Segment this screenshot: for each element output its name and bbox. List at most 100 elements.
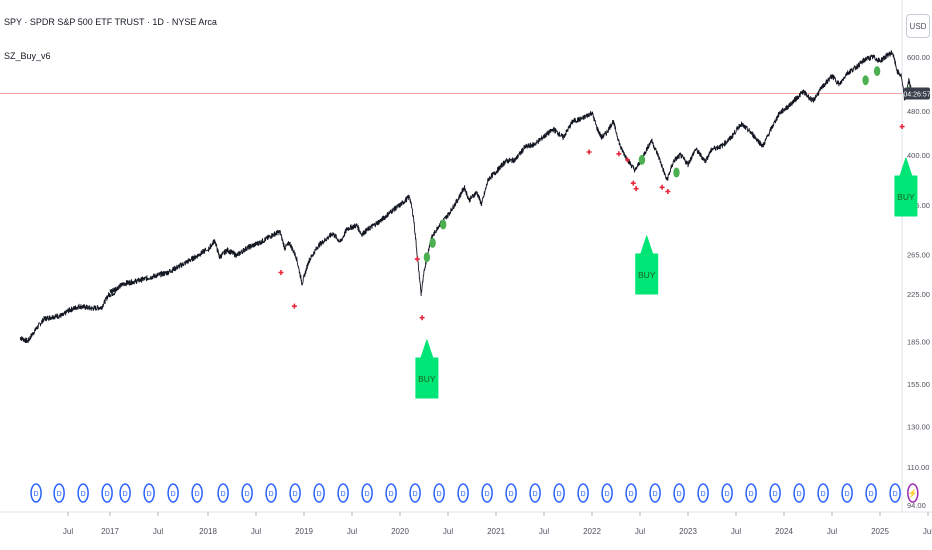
sell-marker[interactable] bbox=[291, 303, 297, 309]
x-tick-label: 2023 bbox=[679, 527, 697, 536]
buy-dot[interactable] bbox=[423, 252, 431, 263]
x-tick-label: 2024 bbox=[775, 527, 793, 536]
sell-marker[interactable] bbox=[665, 188, 671, 194]
dividend-event-icon[interactable] bbox=[817, 483, 829, 503]
dividend-event-icon[interactable] bbox=[337, 483, 349, 503]
y-tick-label: 325.00 bbox=[907, 201, 930, 210]
dividend-event-icon[interactable] bbox=[191, 483, 203, 503]
dividend-event-label: D bbox=[773, 491, 778, 498]
dividend-event-icon[interactable] bbox=[241, 483, 253, 503]
dividend-event-icon[interactable] bbox=[30, 483, 42, 503]
buy-dot[interactable] bbox=[862, 75, 869, 86]
dividend-event-icon[interactable] bbox=[143, 483, 155, 503]
x-tick-label: Jul bbox=[443, 527, 453, 536]
buy-dot[interactable] bbox=[429, 237, 436, 248]
y-tick-label: 110.00 bbox=[907, 463, 929, 472]
x-tick-label: 2019 bbox=[295, 527, 313, 536]
dividend-event-icon[interactable] bbox=[601, 483, 613, 503]
dividend-event-icon[interactable] bbox=[289, 483, 301, 503]
sell-marker[interactable] bbox=[625, 157, 631, 163]
dividend-event-icon[interactable] bbox=[721, 483, 733, 503]
dividend-event-icon[interactable] bbox=[865, 483, 877, 503]
dividend-event-icon[interactable] bbox=[889, 483, 901, 503]
dividend-event-icon[interactable] bbox=[625, 483, 637, 503]
earnings-event-label: ⚡ bbox=[908, 488, 918, 498]
sell-marker[interactable] bbox=[633, 186, 639, 192]
dividend-event-icon[interactable] bbox=[457, 483, 469, 503]
dividend-event-icon[interactable] bbox=[361, 483, 373, 503]
dividend-event-label: D bbox=[533, 491, 538, 498]
x-tick-label: 2018 bbox=[199, 527, 217, 536]
dividend-event-icon[interactable] bbox=[265, 483, 277, 503]
dividend-event-icon[interactable] bbox=[385, 483, 397, 503]
buy-dot[interactable] bbox=[440, 219, 447, 230]
y-tick-label: 185.00 bbox=[907, 337, 930, 346]
indicator-name[interactable]: SZ_Buy_v6 bbox=[4, 51, 51, 61]
buy-label-box[interactable] bbox=[415, 339, 439, 399]
earnings-event-icon[interactable] bbox=[907, 483, 919, 503]
sell-marker[interactable] bbox=[659, 184, 665, 190]
dividend-event-icon[interactable] bbox=[119, 483, 131, 503]
dividend-event-icon[interactable] bbox=[313, 483, 325, 503]
buy-label-box[interactable] bbox=[635, 235, 659, 295]
dividend-event-label: D bbox=[821, 491, 826, 498]
dividend-event-icon[interactable] bbox=[553, 483, 565, 503]
dividend-event-label: D bbox=[581, 491, 586, 498]
dividend-event-icon[interactable] bbox=[697, 483, 709, 503]
dividend-event-icon[interactable] bbox=[167, 483, 179, 503]
dividend-event-label: D bbox=[171, 491, 176, 498]
dividend-event-label: D bbox=[245, 491, 250, 498]
buy-label-box[interactable] bbox=[894, 157, 918, 217]
dividend-event-icon[interactable] bbox=[841, 483, 853, 503]
dividend-event-label: D bbox=[413, 491, 418, 498]
sell-marker[interactable] bbox=[414, 256, 420, 262]
buy-dot[interactable] bbox=[673, 167, 680, 178]
sell-marker[interactable] bbox=[630, 180, 636, 186]
dividend-event-icon[interactable] bbox=[505, 483, 517, 503]
dividend-event-label: D bbox=[147, 491, 152, 498]
currency-button[interactable]: USD bbox=[906, 14, 930, 38]
dividend-event-label: D bbox=[34, 491, 39, 498]
dividend-event-icon[interactable] bbox=[673, 483, 685, 503]
buy-label-text: BUY bbox=[418, 374, 436, 384]
dividend-event-label: D bbox=[195, 491, 200, 498]
dividend-event-icon[interactable] bbox=[793, 483, 805, 503]
dividend-event-icon[interactable] bbox=[481, 483, 493, 503]
buy-dot[interactable] bbox=[638, 154, 646, 165]
sell-marker[interactable] bbox=[278, 269, 284, 275]
dividend-event-label: D bbox=[869, 491, 874, 498]
dividend-event-icon[interactable] bbox=[77, 483, 89, 503]
dividend-event-label: D bbox=[365, 491, 370, 498]
dividend-event-icon[interactable] bbox=[409, 483, 421, 503]
dividend-event-label: D bbox=[509, 491, 514, 498]
dividend-event-label: D bbox=[485, 491, 490, 498]
x-tick-label: Jul bbox=[63, 527, 73, 536]
dividend-event-icon[interactable] bbox=[745, 483, 757, 503]
price-line-series[interactable] bbox=[19, 50, 913, 344]
dividend-event-icon[interactable] bbox=[577, 483, 589, 503]
dividend-event-icon[interactable] bbox=[769, 483, 781, 503]
dividend-event-label: D bbox=[221, 491, 226, 498]
dividend-event-icon[interactable] bbox=[433, 483, 445, 503]
dividend-event-label: D bbox=[341, 491, 346, 498]
x-tick-label: 2022 bbox=[583, 527, 601, 536]
dividend-event-icon[interactable] bbox=[529, 483, 541, 503]
sell-marker[interactable] bbox=[899, 124, 905, 130]
dividend-event-icon[interactable] bbox=[101, 483, 113, 503]
dividend-event-icon[interactable] bbox=[217, 483, 229, 503]
dividend-event-icon[interactable] bbox=[53, 483, 65, 503]
sell-marker[interactable] bbox=[586, 149, 592, 155]
sell-marker[interactable] bbox=[419, 315, 425, 321]
dividend-event-icon[interactable] bbox=[649, 483, 661, 503]
dividend-event-label: D bbox=[653, 491, 658, 498]
sell-marker[interactable] bbox=[616, 151, 622, 157]
dividend-event-label: D bbox=[557, 491, 562, 498]
dividend-event-label: D bbox=[81, 491, 86, 498]
symbol-title[interactable]: SPY · SPDR S&P 500 ETF TRUST · 1D · NYSE… bbox=[4, 17, 217, 27]
current-price-badge bbox=[904, 87, 930, 100]
buy-dot[interactable] bbox=[873, 66, 881, 77]
x-tick-label: 2021 bbox=[487, 527, 505, 536]
dividend-event-label: D bbox=[437, 491, 442, 498]
x-tick-label: Jul bbox=[251, 527, 261, 536]
